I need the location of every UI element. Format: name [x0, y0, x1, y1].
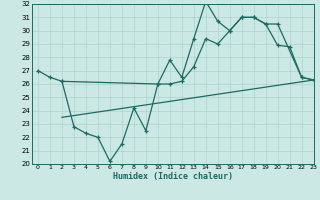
X-axis label: Humidex (Indice chaleur): Humidex (Indice chaleur) — [113, 172, 233, 181]
